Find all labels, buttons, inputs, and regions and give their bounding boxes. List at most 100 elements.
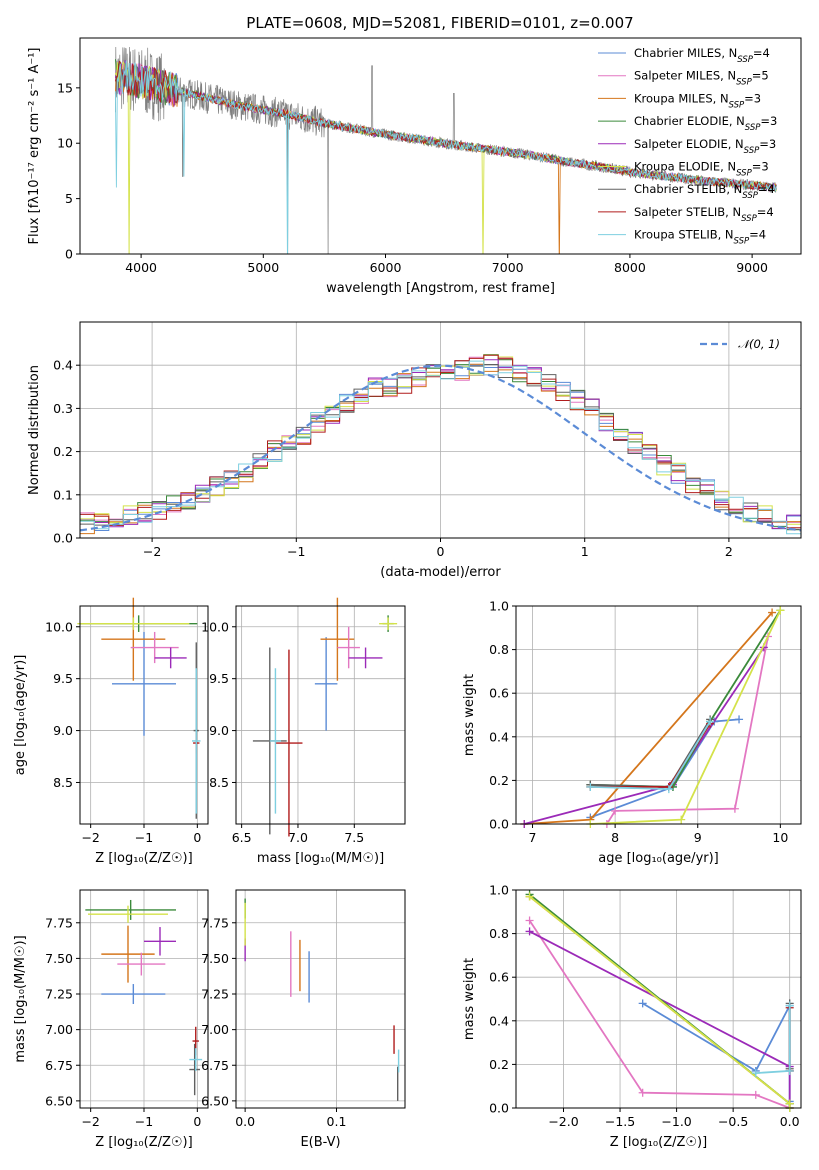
y-tick-label: 10 [57, 136, 73, 151]
mass-weight-vs-Z-frame [515, 889, 802, 1109]
mass-weight-vs-age-axes: 7 8 9 10 0.0 0.2 0.4 0.6 0.8 1.0 age [log₁₀(age/yr… [462, 599, 801, 866]
x-axis-label: (data-model)/error [380, 565, 501, 580]
data-point-marker [706, 717, 715, 726]
y-tick-label: 0.4 [489, 1013, 509, 1028]
y-tick-label: 9.5 [209, 671, 229, 686]
mass-vs-Z-frame [79, 889, 209, 1109]
mass-vs-EBV-frame [235, 889, 406, 1109]
spectrum-frame [79, 37, 802, 255]
y-tick-label: 6.50 [45, 1093, 73, 1108]
data-point-marker [611, 806, 620, 815]
x-tick-label: −2 [143, 544, 161, 559]
x-tick-label: 9000 [736, 260, 768, 275]
x-tick-label: 2 [725, 544, 733, 559]
legend-entry: Chabrier ELODIE, NSSP=3 [634, 114, 777, 133]
x-tick-label: 7.5 [344, 830, 364, 845]
x-tick-label: 10 [772, 830, 788, 845]
y-tick-label: 8.5 [209, 775, 229, 790]
data-point-marker [638, 1088, 647, 1097]
data-point-marker [751, 1090, 760, 1099]
data-point-marker [751, 1069, 760, 1078]
x-tick-label: 7.0 [288, 830, 308, 845]
legend-entry: Salpeter STELIB, NSSP=4 [634, 205, 774, 224]
data-point-marker [730, 804, 739, 813]
legend-entry: Salpeter MILES, NSSP=5 [634, 69, 769, 88]
x-tick-label: 1 [581, 544, 589, 559]
mass-vs-EBV-axes: 0.0 0.1 6.50 6.75 7.00 7.25 7.50 7.75 E(B-V) [201, 890, 405, 1150]
x-tick-label: 7000 [492, 260, 524, 275]
y-tick-label: 7.75 [201, 915, 229, 930]
residuals-frame [79, 321, 802, 539]
series-line [589, 718, 740, 819]
legend-entry: Kroupa MILES, NSSP=3 [634, 91, 761, 110]
y-tick-label: 7.00 [45, 1022, 73, 1037]
y-tick-label: 0.1 [53, 487, 73, 502]
y-axis-label: mass weight [462, 674, 477, 756]
gaussian-curve [79, 364, 802, 532]
x-tick-label: −0.5 [718, 1114, 748, 1129]
y-tick-label: 7.00 [201, 1022, 229, 1037]
data-point-marker [785, 1066, 794, 1075]
y-tick-label: 6.50 [201, 1093, 229, 1108]
histogram-step-line [80, 360, 801, 530]
x-tick-label: −1 [135, 1114, 153, 1129]
x-tick-label: 5000 [247, 260, 279, 275]
y-tick-label: 7.25 [201, 987, 229, 1002]
y-tick-label: 10.0 [201, 619, 229, 634]
x-tick-label: 4000 [125, 260, 157, 275]
y-tick-label: 7.50 [201, 951, 229, 966]
x-tick-label: 0 [437, 544, 445, 559]
age-vs-Z-axes: −2 −1 0 8.5 9.0 9.5 10.0 Z [log₁₀(Z/Z☉)] age [lo… [13, 606, 208, 866]
y-tick-label: 6.75 [201, 1058, 229, 1073]
x-tick-label: 6.5 [232, 830, 252, 845]
residuals-axes: −2 −1 0 1 2 0.0 0.1 0.2 0.3 0.4 (data-model)/error… [27, 322, 801, 580]
series-line [606, 636, 769, 825]
y-tick-label: 0.0 [53, 531, 73, 546]
y-tick-label: 1.0 [489, 883, 509, 898]
series-line [529, 930, 791, 1108]
x-tick-label: −1.0 [661, 1114, 691, 1129]
spectrum-axes: 4000 5000 6000 7000 8000 9000 0 5 10 15 wavelength… [27, 48, 768, 297]
x-tick-label: 8 [611, 830, 619, 845]
data-point-marker [525, 916, 534, 925]
x-tick-label: 0.0 [780, 1114, 800, 1129]
y-tick-label: 9.0 [209, 723, 229, 738]
x-tick-label: −2 [81, 1114, 99, 1129]
y-tick-label: 0 [65, 247, 73, 262]
legend-entry: Kroupa ELODIE, NSSP=3 [634, 160, 769, 179]
y-tick-label: 0.0 [489, 817, 509, 832]
y-tick-label: 0.2 [489, 773, 509, 788]
y-tick-label: 0.0 [489, 1101, 509, 1116]
x-tick-label: 0 [193, 830, 201, 845]
legend-entry: Chabrier MILES, NSSP=4 [634, 46, 770, 65]
data-point-marker [677, 815, 686, 824]
y-axis-label: age [log₁₀(age/yr)] [13, 655, 28, 776]
x-axis-label: Z [log₁₀(Z/Z☉)] [95, 851, 192, 866]
y-tick-label: 9.0 [53, 723, 73, 738]
histogram-step-line [80, 354, 801, 529]
x-tick-label: −1 [287, 544, 305, 559]
data-point-marker [638, 999, 647, 1008]
legend-entry: 𝒩(0, 1) [738, 337, 780, 351]
y-tick-label: 8.5 [53, 775, 73, 790]
y-axis-label: Flux [fλ10⁻¹⁷ erg cm⁻² s⁻¹ A⁻¹] [27, 48, 42, 245]
series-line [529, 895, 791, 1108]
model-spectrum-line [114, 60, 777, 254]
age-vs-Z-frame [79, 605, 209, 825]
x-tick-label: −1 [135, 830, 153, 845]
y-tick-label: 7.50 [45, 951, 73, 966]
y-tick-label: 0.8 [489, 926, 509, 941]
legend-entry: Salpeter ELODIE, NSSP=3 [634, 137, 776, 156]
histogram-step-line [80, 360, 801, 535]
mass-weight-vs-age-frame [515, 605, 802, 825]
x-axis-label: wavelength [Angstrom, rest frame] [326, 281, 555, 296]
y-tick-label: 15 [57, 80, 73, 95]
x-tick-label: −1.5 [605, 1114, 635, 1129]
mass-vs-Z-axes: −2 −1 0 6.50 6.75 7.00 7.25 7.50 7.75 Z [log₁₀(Z/… [13, 890, 208, 1150]
y-axis-label: Normed distribution [27, 365, 42, 495]
x-tick-label: 0 [193, 1114, 201, 1129]
x-tick-label: −2.0 [548, 1114, 578, 1129]
y-tick-label: 0.4 [489, 729, 509, 744]
x-tick-label: 9 [694, 830, 702, 845]
